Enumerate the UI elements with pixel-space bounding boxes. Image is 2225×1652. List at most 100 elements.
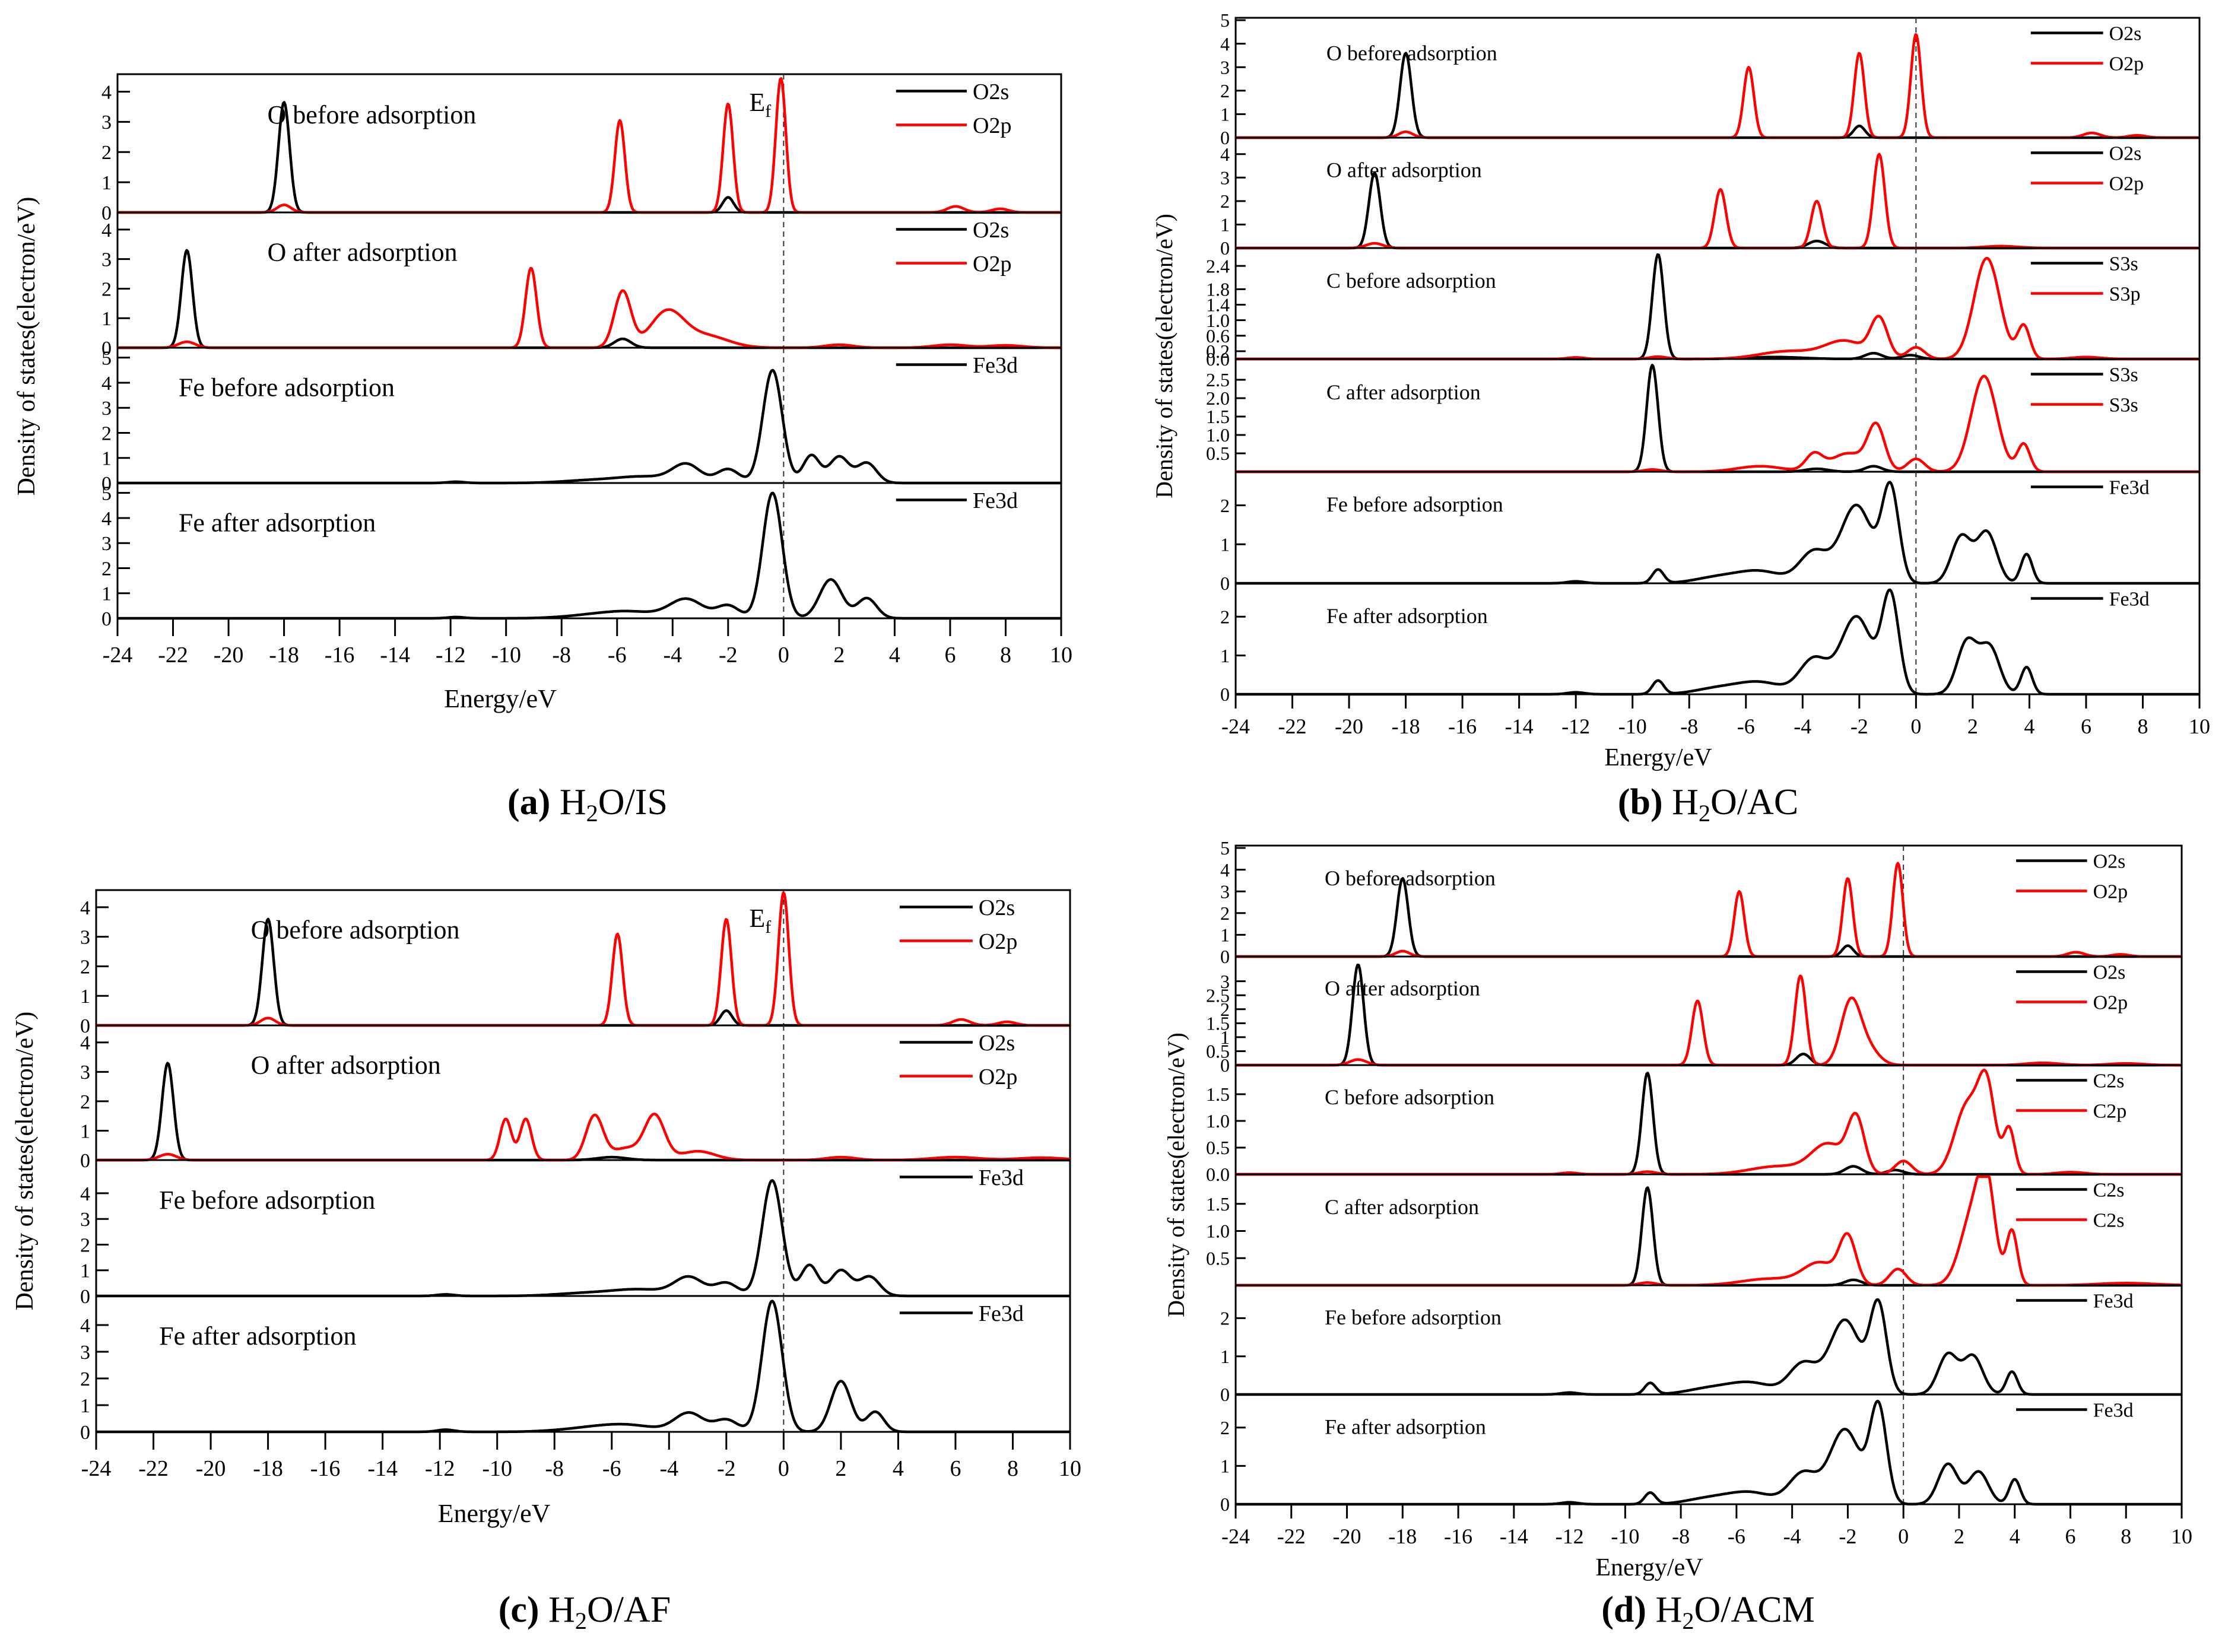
x-tick-label: -20: [196, 1456, 226, 1481]
panel-label: Fe after adsorption: [179, 509, 376, 538]
y-axis-label: Density of states(electron/eV): [13, 197, 40, 496]
x-tick-label: 8: [1007, 1456, 1018, 1481]
y-tick-label: 0: [1220, 127, 1230, 148]
y-axis-label: Density of states(electron/eV): [11, 1012, 39, 1311]
legend-label: Fe3d: [973, 488, 1018, 513]
x-tick-label: 10: [1050, 643, 1072, 668]
subfigure-caption: (b) H2O/AC: [1618, 782, 1798, 827]
y-tick-label: 3: [101, 533, 112, 555]
legend-label: O2s: [979, 1031, 1015, 1056]
x-tick-label: -2: [1851, 714, 1868, 738]
x-tick-label: -6: [608, 643, 627, 668]
panel-label: Fe after adsorption: [159, 1321, 356, 1351]
panel-label: O after adsorption: [268, 238, 458, 267]
y-tick-label: 4: [1220, 859, 1230, 881]
x-tick-label: -18: [269, 643, 299, 668]
y-tick-label: 1.5: [1206, 406, 1230, 427]
legend-label: Fe3d: [2109, 476, 2150, 498]
x-tick-label: 0: [1898, 1524, 1909, 1548]
subfigure-c: 0 1 2 3 4 O before adsorption O2s O2p 0 1 2 3 4 O aft…: [11, 889, 1081, 1634]
panel-c-2: 0 1 2 3 4 O after adsorption O2s O2p: [80, 1024, 1071, 1172]
legend-label: O2p: [2093, 992, 2128, 1014]
y-tick-label: 0.6: [1206, 325, 1230, 347]
x-tick-label: -2: [717, 1456, 736, 1481]
y-tick-label: 4: [101, 81, 112, 103]
x-tick-label: -14: [1505, 714, 1534, 738]
y-tick-label: 3: [80, 1342, 90, 1364]
legend-label: O2s: [973, 218, 1009, 243]
y-tick-label: 3: [101, 398, 112, 420]
y-tick-label: 1: [1220, 214, 1230, 236]
y-tick-label: 0.0: [1206, 348, 1230, 370]
y-tick-label: 4: [80, 1032, 90, 1054]
x-tick-label: -20: [1333, 1524, 1361, 1548]
x-tick-label: -22: [138, 1456, 169, 1481]
y-tick-label: 2: [1220, 1308, 1230, 1329]
x-tick-label: -12: [1561, 714, 1590, 738]
y-tick-label: 0: [101, 338, 112, 360]
y-tick-label: 0: [1220, 1384, 1230, 1405]
y-tick-label: 1: [1220, 925, 1230, 946]
y-tick-label: 2: [101, 422, 112, 444]
panel-label: Fe before adsorption: [1325, 1305, 1502, 1329]
x-tick-label: -22: [158, 643, 188, 668]
x-tick-label: -8: [552, 643, 571, 668]
y-axis-label: Density of states(electron/eV): [1163, 1032, 1189, 1317]
y-tick-label: 0: [80, 1286, 90, 1308]
y-tick-label: 0.5: [1206, 1041, 1230, 1062]
y-tick-label: 2: [1220, 606, 1230, 627]
legend-label: O2s: [2109, 142, 2142, 164]
legend-label: O2s: [973, 80, 1009, 104]
y-tick-label: 1.5: [1206, 1013, 1230, 1034]
x-axis-label: Energy/eV: [444, 684, 557, 713]
y-tick-label: 3: [80, 927, 90, 949]
y-tick-label: 4: [80, 1183, 90, 1205]
legend-label: O2s: [2093, 850, 2126, 872]
panel-label: C after adsorption: [1325, 1195, 1479, 1219]
legend-label: O2p: [973, 252, 1011, 277]
x-tick-label: -20: [1335, 714, 1363, 738]
x-tick-label: 4: [2010, 1524, 2020, 1548]
y-tick-label: 2.5: [1206, 369, 1230, 390]
x-tick-label: -10: [1618, 714, 1647, 738]
x-tick-label: -6: [1737, 714, 1755, 738]
x-tick-label: -22: [1277, 1524, 1306, 1548]
x-tick-label: -12: [436, 643, 466, 668]
x-tick-label: -16: [325, 643, 355, 668]
y-tick-label: 1.8: [1206, 279, 1230, 300]
x-tick-label: 10: [2171, 1524, 2192, 1548]
x-tick-label: 8: [2121, 1524, 2131, 1548]
y-tick-label: 1.5: [1206, 1193, 1230, 1215]
legend-label: S3s: [2109, 394, 2138, 416]
x-tick-label: -4: [663, 643, 682, 668]
panel-frame: [95, 1295, 1071, 1433]
legend-label: S3s: [2109, 253, 2138, 275]
y-tick-label: 1: [80, 986, 90, 1008]
y-tick-label: 1: [1220, 104, 1230, 125]
y-tick-label: 2: [80, 1368, 90, 1390]
x-tick-label: 6: [2081, 714, 2091, 738]
legend-label: O2p: [2093, 881, 2128, 903]
legend-label: O2s: [2093, 961, 2126, 983]
x-tick-label: 0: [778, 643, 789, 668]
panel-label: O after adsorption: [1325, 977, 1480, 1000]
x-tick-label: -14: [1500, 1524, 1528, 1548]
x-tick-label: -2: [1839, 1524, 1856, 1548]
x-tick-label: -16: [310, 1456, 341, 1481]
y-tick-label: 3: [1220, 56, 1230, 78]
y-tick-label: 2: [1220, 903, 1230, 924]
y-tick-label: 0: [101, 202, 112, 224]
y-tick-label: 0: [1220, 1494, 1230, 1515]
y-tick-label: 4: [80, 897, 90, 919]
y-tick-label: 1: [1220, 533, 1230, 555]
x-tick-label: -24: [1221, 1524, 1250, 1548]
x-tick-label: -6: [602, 1456, 621, 1481]
y-tick-label: 0.2: [1206, 341, 1230, 362]
y-tick-label: 1.0: [1206, 310, 1230, 331]
panel-label: C after adsorption: [1326, 380, 1481, 404]
panel-label: Fe before adsorption: [159, 1186, 375, 1215]
y-tick-label: 3: [1220, 881, 1230, 902]
